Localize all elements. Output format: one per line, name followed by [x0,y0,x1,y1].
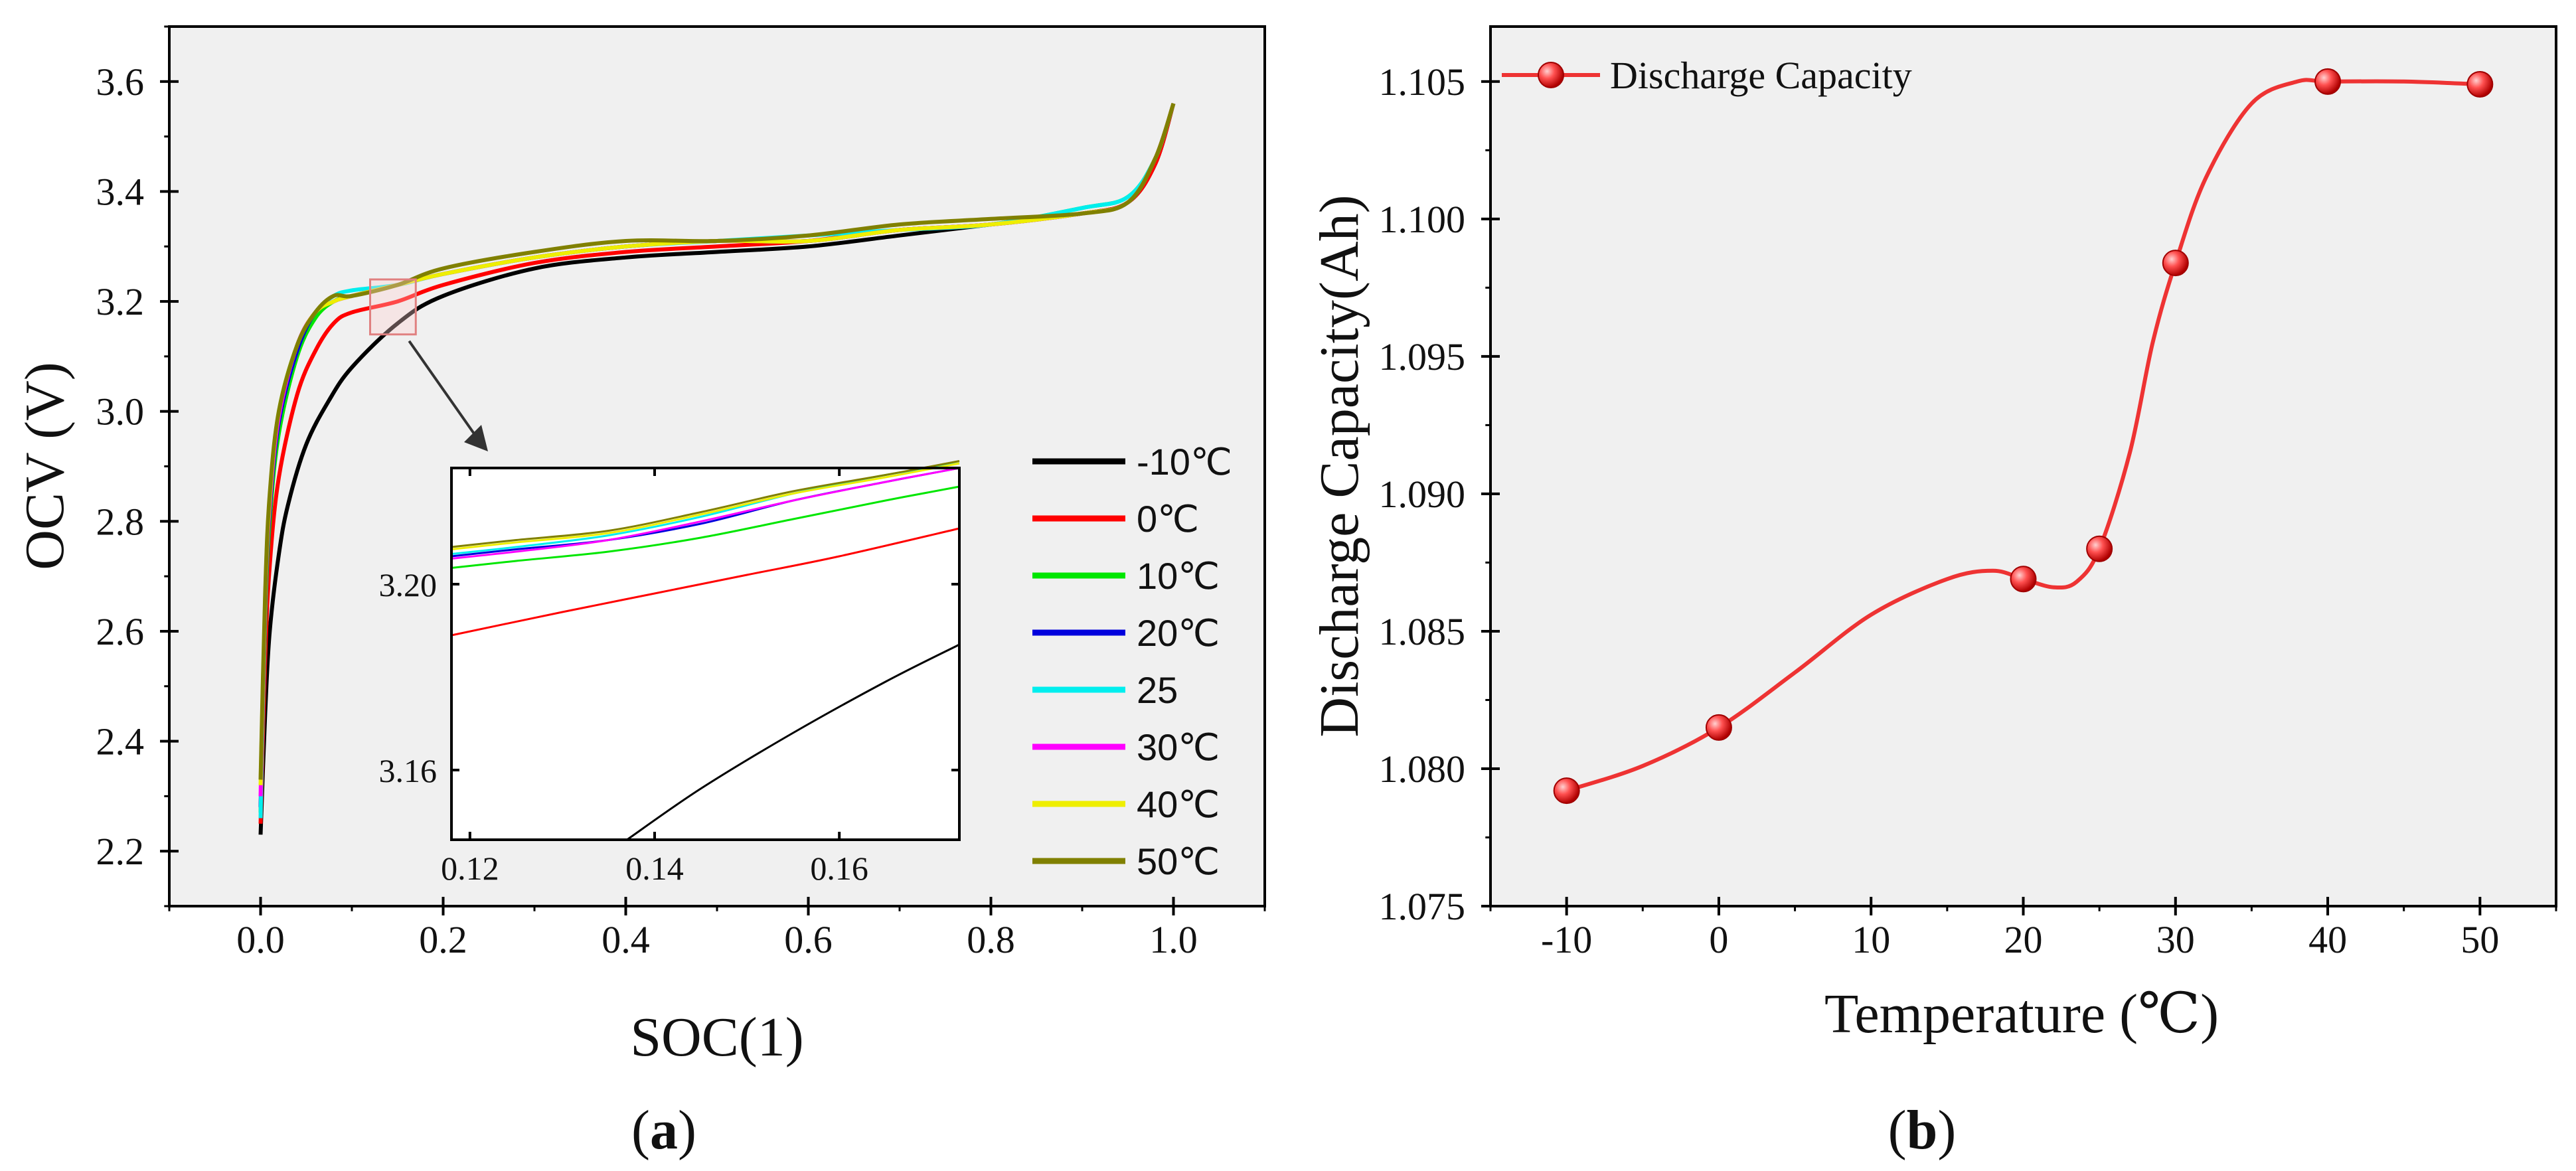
legend-marker [1538,62,1564,88]
capacity-data-point [2314,68,2342,95]
panel-a-label-letter: a [650,1099,678,1161]
inset-series-line [626,643,960,841]
panel-a-y-tick-label: 3.4 [96,170,145,213]
legend-label: 25 [1137,669,1178,711]
panel-a-y-tick-label: 2.2 [96,830,145,873]
panel-a-x-tick-label: 0.0 [236,918,285,961]
legend-label: 30℃ [1137,726,1220,768]
inset-series-line [451,467,960,560]
panel-b-x-tick-label: 40 [2308,918,2347,961]
inset-y-tick-label: 3.20 [379,566,438,603]
panel-b-x-tick-label: 50 [2460,918,2499,961]
panel-b-x-tick-label: -10 [1541,918,1592,961]
panel-a-y-tick-label: 3.6 [96,60,145,104]
panel-b-label-letter: b [1907,1099,1938,1161]
panel-b-series-group [1553,68,2494,805]
legend-label: -10℃ [1137,441,1232,483]
panel-a-y-tick-label: 2.4 [96,720,145,763]
panel-a-x-tick-label: 0.8 [967,918,1015,961]
legend-label: 0℃ [1137,498,1199,540]
panel-b-ticks: -10 0 10 20 30 40 50 1.075 1.080 1.085 1.090 1.095 1… [1379,60,2557,961]
panel-a-x-tick-label: 1.0 [1149,918,1198,961]
inset-plot-area [451,468,959,840]
inset-frame [450,467,961,841]
panel-a-x-tick-label: 0.6 [784,918,833,961]
zoom-arrow-head [464,425,488,451]
panel-a-legend: -10℃ 0℃ 10℃ 20℃ 25 30℃ 40℃ 50℃ [1032,441,1232,882]
panel-a-y-tick-label: 2.8 [96,500,145,543]
inset-series-group [451,460,960,841]
panel-b-y-tick-label: 1.095 [1379,335,1466,378]
panel-b-y-tick-label: 1.100 [1379,198,1466,241]
panel-b-label: (b) [1888,1099,1957,1161]
panel-b-y-tick-label: 1.090 [1379,473,1466,516]
capacity-data-point [2086,535,2113,562]
panel-a-y-tick-label: 3.0 [96,390,145,433]
panel-b-x-tick-label: 0 [1709,918,1728,961]
panel-a-label: (a) [631,1099,696,1161]
capacity-data-point [1705,714,1732,741]
zoom-arrow [408,340,481,443]
panel-a-y-tick-label: 2.6 [96,610,145,653]
panel-b-legend: Discharge Capacity [1502,54,1912,97]
capacity-data-point [2162,250,2189,277]
ocv-series-line [258,102,1176,780]
panel-b-x-tick-label: 30 [2156,918,2195,961]
inset-series-line [451,527,960,637]
panel-b-y-tick-label: 1.075 [1379,885,1466,928]
panel-b-x-tick-label: 10 [1852,918,1890,961]
inset-y-tick-label: 3.16 [379,752,438,789]
panel-a-y-tick-label: 3.2 [96,280,145,323]
panel-a-x-axis-title: SOC(1) [630,1006,803,1068]
panel-a-ticks: 0.0 0.2 0.4 0.6 0.8 1.0 2.2 2.4 2.6 2.8 3.0 3.2 3.4 3… [96,25,1266,961]
panel-b-plot-area [1490,27,2556,906]
panel-b-y-tick-label: 1.085 [1379,610,1466,653]
panel-b-x-tick-label: 20 [2004,918,2043,961]
inset-zoom-chart: 0.12 0.14 0.16 3.16 3.20 [379,460,961,887]
panel-b-y-axis-title: Discharge Capacity(Ah) [1309,195,1370,737]
capacity-data-point [2010,566,2037,593]
panel-a-x-tick-label: 0.4 [602,918,650,961]
legend-label: 40℃ [1137,783,1220,825]
panel-b-capacity-chart: -10 0 10 20 30 40 50 1.075 1.080 1.085 1.090 1.095 1… [1309,25,2557,1161]
capacity-data-point [1553,777,1580,805]
inset-ticks: 0.12 0.14 0.16 3.16 3.20 [379,468,959,887]
legend-label: 50℃ [1137,840,1220,882]
zoom-region-box [369,278,417,336]
panel-a-series-group [258,102,1176,835]
panel-b-y-tick-label: 1.105 [1379,60,1466,104]
inset-x-tick-label: 0.12 [441,850,499,887]
panel-b-y-tick-label: 1.080 [1379,747,1466,791]
legend-label: 20℃ [1137,612,1220,654]
inset-series-line [451,462,960,550]
inset-series-line [451,460,960,548]
inset-x-tick-label: 0.16 [810,850,868,887]
panel-a-x-tick-label: 0.2 [419,918,467,961]
panel-a-y-axis-title: OCV (V) [14,362,76,570]
inset-x-tick-label: 0.14 [625,850,684,887]
panel-a-ocv-chart: 0.0 0.2 0.4 0.6 0.8 1.0 2.2 2.4 2.6 2.8 3.0 3.2 3.4 3… [14,25,1266,1161]
capacity-data-point [2466,70,2494,98]
inset-series-line [451,485,960,569]
panel-b-x-axis-title: Temperature (℃) [1824,983,2219,1045]
legend-label: Discharge Capacity [1610,54,1912,97]
legend-label: 10℃ [1137,555,1220,597]
